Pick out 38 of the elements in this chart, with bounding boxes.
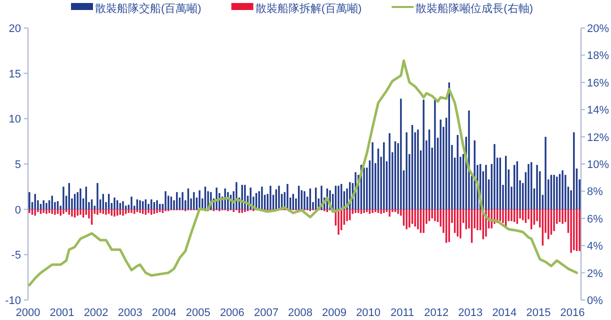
x-tick-label: 2010 — [356, 307, 381, 319]
x-tick-label: 2005 — [186, 307, 210, 319]
y2-tick-label: 16% — [587, 77, 610, 90]
y2-tick-label: 12% — [587, 132, 610, 144]
y2-tick-label: 6% — [587, 213, 604, 226]
y2-tick-label: 20% — [587, 23, 610, 35]
x-tick-label: 2008 — [288, 307, 312, 319]
x-tick-label: 2015 — [526, 307, 551, 319]
y-tick-label: 5 — [14, 159, 21, 171]
y-tick-label: 20 — [8, 23, 21, 35]
legend-label: 散裝船隊拆解(百萬噸) — [255, 2, 362, 15]
x-tick-label: 2006 — [220, 307, 244, 319]
x-tick-label: 2000 — [16, 307, 40, 319]
x-tick-label: 2004 — [152, 307, 176, 319]
x-tick-label: 2014 — [492, 307, 517, 319]
x-tick-label: 2002 — [84, 307, 108, 319]
x-tick-label: 2003 — [118, 307, 142, 319]
y2-tick-label: 8% — [587, 186, 604, 198]
y2-tick-label: 14% — [587, 104, 610, 117]
y2-tick-label: 4% — [587, 240, 604, 253]
y-tick-label: -5 — [11, 250, 21, 262]
y2-tick-label: 10% — [587, 159, 610, 171]
x-tick-label: 2016 — [560, 307, 585, 319]
x-tick-label: 2009 — [322, 307, 347, 319]
x-tick-label: 2011 — [390, 307, 414, 319]
x-tick-label: 2007 — [254, 307, 278, 319]
y-tick-label: -10 — [5, 295, 21, 307]
y-tick-label: 10 — [8, 114, 21, 126]
x-tick-label: 2013 — [458, 307, 483, 319]
y-tick-label: 0 — [14, 204, 21, 216]
y2-tick-label: 0% — [587, 295, 604, 307]
y-tick-label: 15 — [8, 68, 21, 80]
legend-label: 散裝船隊交船(百萬噸) — [95, 2, 202, 15]
x-tick-label: 2012 — [424, 307, 449, 319]
legend-label: 散裝船隊噸位成長(右軸) — [416, 2, 533, 15]
x-tick-label: 2001 — [50, 307, 74, 319]
y2-tick-label: 2% — [587, 268, 604, 280]
y2-tick-label: 18% — [587, 50, 610, 62]
